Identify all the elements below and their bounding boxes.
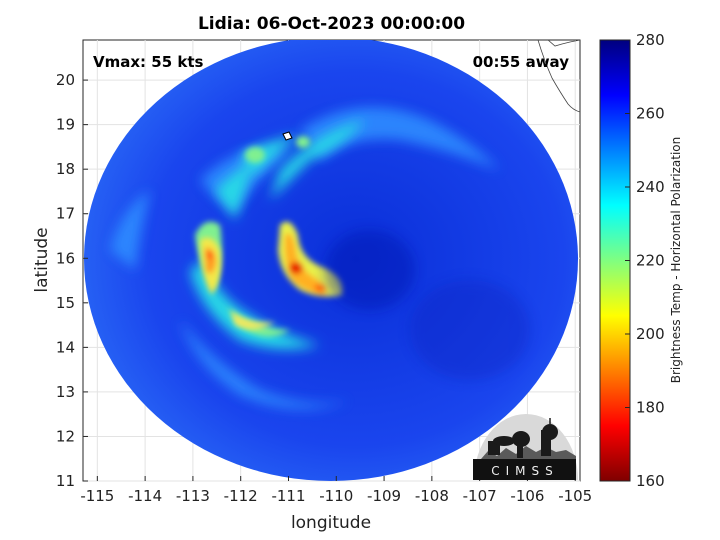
x-tick-label: -115 [80, 487, 114, 505]
x-tick-label: -114 [128, 487, 162, 505]
x-tick-label: -107 [463, 487, 497, 505]
y-tick-label: 20 [56, 71, 75, 89]
x-tick-label: -108 [415, 487, 449, 505]
y-tick-label: 12 [56, 427, 75, 445]
y-tick-label: 15 [56, 294, 75, 312]
colorbar-label: Brightness Temp - Horizontal Polarizatio… [669, 137, 683, 384]
y-tick-label: 18 [56, 160, 75, 178]
colorbar-tick-label: 200 [636, 325, 665, 343]
coastline [537, 40, 580, 113]
x-tick-label: -112 [224, 487, 258, 505]
y-axis-label: latitude [32, 227, 52, 292]
colorbar-tick-label: 280 [636, 31, 665, 49]
x-tick-label: -113 [176, 487, 210, 505]
island-outline [282, 131, 293, 141]
y-tick-label: 14 [56, 338, 75, 356]
colorbar-tick-label: 220 [636, 252, 665, 270]
x-tick-label: -110 [319, 487, 353, 505]
x-tick-label: -106 [510, 487, 544, 505]
colorbar-tick-label: 160 [636, 472, 665, 490]
y-tick-label: 19 [56, 116, 75, 134]
x-tick-label: -111 [271, 487, 305, 505]
colorbar-ticks: 160 180 200 220 240 260 280 [625, 31, 665, 490]
cimss-logo: CIMSS [473, 414, 578, 480]
map-title: Lidia: 06-Oct-2023 00:00:00 [197, 14, 466, 34]
microwave-swath [84, 40, 580, 481]
y-tick-label: 11 [56, 472, 75, 490]
colorbar-tick-label: 260 [636, 105, 665, 123]
vmax-label: Vmax: 55 kts [93, 53, 203, 71]
y-axis-ticks: 11 12 13 14 15 16 17 18 19 20 [56, 71, 88, 490]
x-tick-label: -105 [558, 487, 592, 505]
time-away-label: 00:55 away [473, 53, 570, 71]
colorbar-tick-label: 240 [636, 178, 665, 196]
x-axis-label: longitude [291, 513, 371, 533]
x-tick-label: -109 [367, 487, 401, 505]
x-axis-ticks: -115 -114 -113 -112 -111 -110 -109 -108 -107 -106… [80, 476, 592, 505]
y-tick-label: 16 [56, 249, 75, 267]
y-tick-label: 13 [56, 383, 75, 401]
colorbar-tick-label: 180 [636, 399, 665, 417]
cimss-logo-text: CIMSS [491, 464, 559, 478]
y-tick-label: 17 [56, 205, 75, 223]
